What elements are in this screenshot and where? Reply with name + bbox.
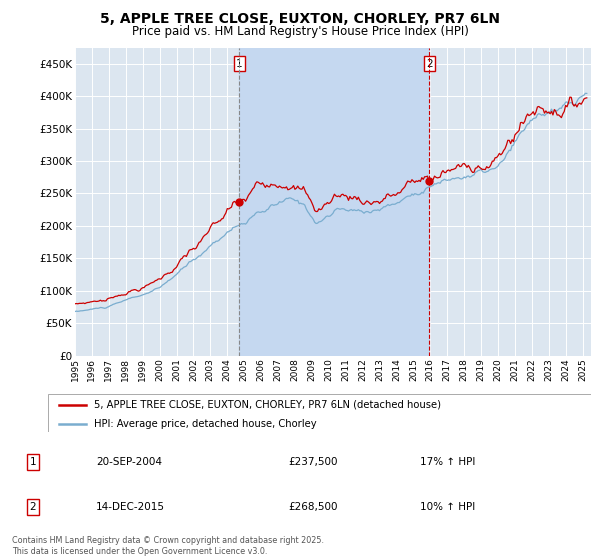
Text: Price paid vs. HM Land Registry's House Price Index (HPI): Price paid vs. HM Land Registry's House … [131,25,469,38]
Text: 10% ↑ HPI: 10% ↑ HPI [420,502,475,512]
Text: £237,500: £237,500 [288,457,337,467]
Text: 17% ↑ HPI: 17% ↑ HPI [420,457,475,467]
Text: 1: 1 [236,59,243,69]
Text: 5, APPLE TREE CLOSE, EUXTON, CHORLEY, PR7 6LN: 5, APPLE TREE CLOSE, EUXTON, CHORLEY, PR… [100,12,500,26]
Bar [239,48,430,356]
Text: 5, APPLE TREE CLOSE, EUXTON, CHORLEY, PR7 6LN (detached house): 5, APPLE TREE CLOSE, EUXTON, CHORLEY, PR… [94,400,441,410]
Text: 2: 2 [426,59,433,69]
Text: 2: 2 [29,502,37,512]
Text: 20-SEP-2004: 20-SEP-2004 [96,457,162,467]
Text: £268,500: £268,500 [288,502,337,512]
Text: 1: 1 [29,457,37,467]
Text: 14-DEC-2015: 14-DEC-2015 [96,502,165,512]
Text: HPI: Average price, detached house, Chorley: HPI: Average price, detached house, Chor… [94,419,317,429]
Text: Contains HM Land Registry data © Crown copyright and database right 2025.
This d: Contains HM Land Registry data © Crown c… [12,536,324,556]
